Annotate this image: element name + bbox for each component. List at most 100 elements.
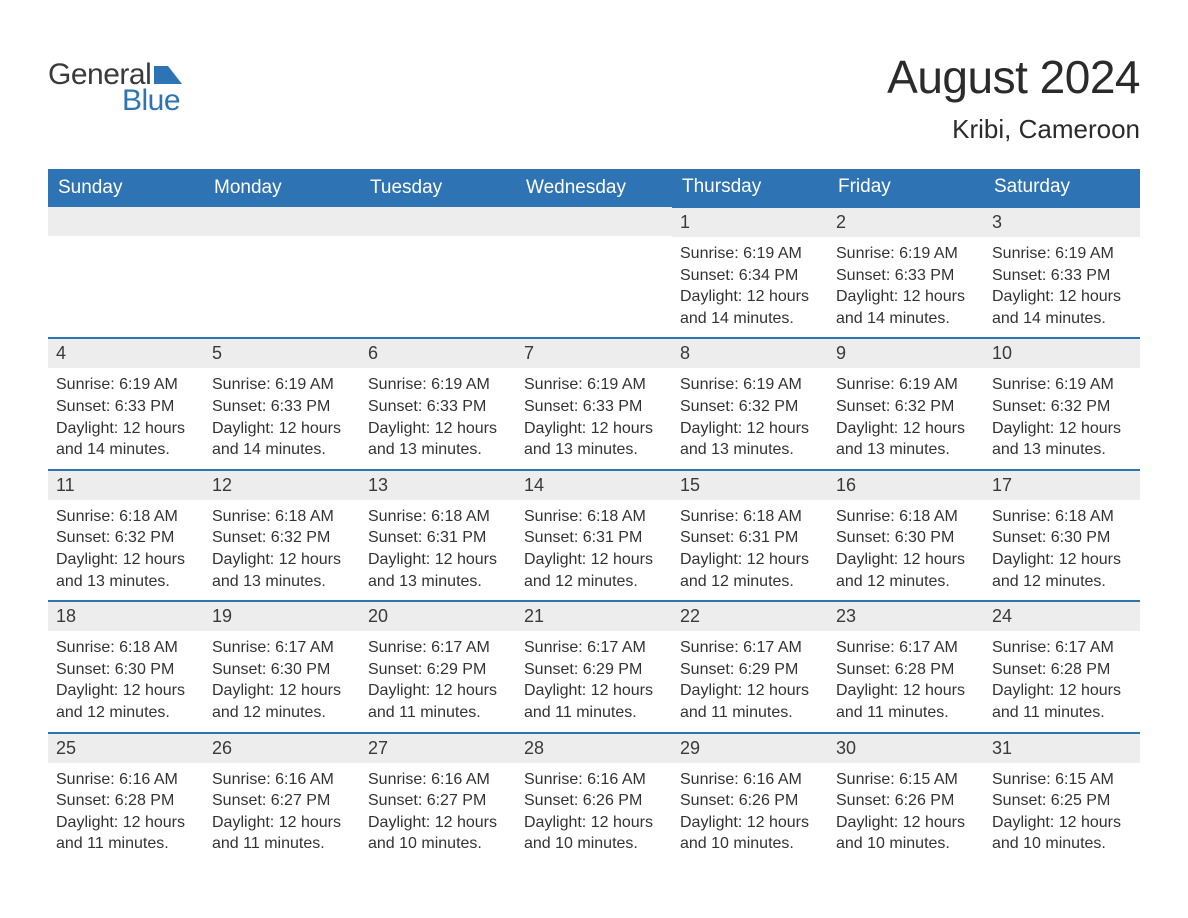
day-number: 6 — [360, 339, 516, 368]
calendar-cell: 26Sunrise: 6:16 AMSunset: 6:27 PMDayligh… — [204, 733, 360, 863]
calendar-week-row: 18Sunrise: 6:18 AMSunset: 6:30 PMDayligh… — [48, 601, 1140, 732]
sunset-line: Sunset: 6:25 PM — [992, 790, 1132, 812]
daylight-line: Daylight: 12 hours and 12 minutes. — [992, 549, 1132, 592]
day-details: Sunrise: 6:19 AMSunset: 6:33 PMDaylight:… — [828, 237, 984, 337]
daylight-line: Daylight: 12 hours and 10 minutes. — [836, 812, 976, 855]
calendar-cell: 21 Sunrise: 6:17 AMSunset: 6:29 PMDayligh… — [516, 601, 672, 732]
day-details: Sunrise: 6:16 AMSunset: 6:28 PMDaylight:… — [48, 763, 204, 863]
daylight-line: Daylight: 12 hours and 11 minutes. — [524, 680, 664, 723]
sunrise-line: Sunrise: 6:15 AM — [992, 769, 1132, 791]
daylight-line: Daylight: 12 hours and 13 minutes. — [368, 549, 508, 592]
daylight-line: Daylight: 12 hours and 13 minutes. — [524, 418, 664, 461]
day-number: 25 — [48, 734, 204, 763]
day-details: Sunrise: 6:15 AMSunset: 6:26 PMDaylight:… — [828, 763, 984, 863]
sunrise-line: Sunrise: 6:17 AM — [524, 637, 664, 659]
sunrise-line: Sunrise: 6:16 AM — [368, 769, 508, 791]
day-details: Sunrise: 6:19 AMSunset: 6:34 PMDaylight:… — [672, 237, 828, 337]
sunset-line: Sunset: 6:29 PM — [680, 659, 820, 681]
sunrise-line: Sunrise: 6:18 AM — [680, 506, 820, 528]
day-details: Sunrise: 6:18 AMSunset: 6:32 PMDaylight:… — [204, 500, 360, 600]
daylight-line: Daylight: 12 hours and 14 minutes. — [992, 286, 1132, 329]
day-details: Sunrise: 6:17 AMSunset: 6:28 PMDaylight:… — [984, 631, 1140, 731]
day-details: Sunrise: 6:19 AMSunset: 6:32 PMDaylight:… — [984, 368, 1140, 468]
calendar-cell: 7Sunrise: 6:19 AMSunset: 6:33 PMDaylight… — [516, 338, 672, 469]
sunrise-line: Sunrise: 6:19 AM — [836, 243, 976, 265]
calendar-cell: 19Sunrise: 6:17 AMSunset: 6:30 PMDayligh… — [204, 601, 360, 732]
day-details: Sunrise: 6:19 AMSunset: 6:32 PMDaylight:… — [672, 368, 828, 468]
sunset-line: Sunset: 6:31 PM — [680, 527, 820, 549]
daylight-line: Daylight: 12 hours and 14 minutes. — [836, 286, 976, 329]
day-number: 15 — [672, 471, 828, 500]
calendar-header: SundayMondayTuesdayWednesdayThursdayFrid… — [48, 169, 1140, 207]
calendar-cell: 13Sunrise: 6:18 AMSunset: 6:31 PMDayligh… — [360, 470, 516, 601]
weekday-header: Monday — [204, 169, 360, 207]
day-number: 18 — [48, 602, 204, 631]
sunset-line: Sunset: 6:32 PM — [212, 527, 352, 549]
title-block: August 2024 Kribi, Cameroon — [887, 50, 1140, 145]
calendar-cell: 6 Sunrise: 6:19 AMSunset: 6:33 PMDaylight… — [360, 338, 516, 469]
day-number: 4 — [48, 339, 204, 368]
weekday-row: SundayMondayTuesdayWednesdayThursdayFrid… — [48, 169, 1140, 207]
daylight-line: Daylight: 12 hours and 12 minutes. — [212, 680, 352, 723]
sunset-line: Sunset: 6:30 PM — [992, 527, 1132, 549]
sunrise-line: Sunrise: 6:18 AM — [56, 506, 196, 528]
day-details: Sunrise: 6:15 AMSunset: 6:25 PMDaylight:… — [984, 763, 1140, 863]
sunset-line: Sunset: 6:31 PM — [524, 527, 664, 549]
sunset-line: Sunset: 6:28 PM — [56, 790, 196, 812]
month-title: August 2024 — [887, 50, 1140, 104]
day-number: 29 — [672, 734, 828, 763]
calendar-cell: 30Sunrise: 6:15 AMSunset: 6:26 PMDayligh… — [828, 733, 984, 863]
sunset-line: Sunset: 6:26 PM — [524, 790, 664, 812]
daylight-line: Daylight: 12 hours and 14 minutes. — [212, 418, 352, 461]
sunset-line: Sunset: 6:33 PM — [836, 265, 976, 287]
day-number: 7 — [516, 339, 672, 368]
day-details: Sunrise: 6:18 AMSunset: 6:30 PMDaylight:… — [828, 500, 984, 600]
day-number-empty — [516, 207, 672, 236]
sunset-line: Sunset: 6:29 PM — [524, 659, 664, 681]
sunset-line: Sunset: 6:33 PM — [56, 396, 196, 418]
day-number: 21 — [516, 602, 672, 631]
daylight-line: Daylight: 12 hours and 10 minutes. — [524, 812, 664, 855]
calendar-cell: 20Sunrise: 6:17 AMSunset: 6:29 PMDayligh… — [360, 601, 516, 732]
daylight-line: Daylight: 12 hours and 13 minutes. — [992, 418, 1132, 461]
calendar-cell: 17Sunrise: 6:18 AMSunset: 6:30 PMDayligh… — [984, 470, 1140, 601]
daylight-line: Daylight: 12 hours and 13 minutes. — [368, 418, 508, 461]
logo-text-blue: Blue — [122, 84, 180, 118]
calendar-cell: 28Sunrise: 6:16 AMSunset: 6:26 PMDayligh… — [516, 733, 672, 863]
calendar-cell: 8Sunrise: 6:19 AMSunset: 6:32 PMDaylight… — [672, 338, 828, 469]
sunrise-line: Sunrise: 6:17 AM — [368, 637, 508, 659]
day-number: 24 — [984, 602, 1140, 631]
daylight-line: Daylight: 12 hours and 13 minutes. — [212, 549, 352, 592]
sunrise-line: Sunrise: 6:17 AM — [212, 637, 352, 659]
day-number: 26 — [204, 734, 360, 763]
calendar-cell: 5Sunrise: 6:19 AMSunset: 6:33 PMDaylight… — [204, 338, 360, 469]
sunrise-line: Sunrise: 6:19 AM — [680, 374, 820, 396]
calendar-cell: 27Sunrise: 6:16 AMSunset: 6:27 PMDayligh… — [360, 733, 516, 863]
daylight-line: Daylight: 12 hours and 13 minutes. — [836, 418, 976, 461]
day-details: Sunrise: 6:19 AMSunset: 6:33 PMDaylight:… — [204, 368, 360, 468]
day-details: Sunrise: 6:17 AMSunset: 6:29 PMDaylight:… — [672, 631, 828, 731]
calendar-cell: 1Sunrise: 6:19 AMSunset: 6:34 PMDaylight… — [672, 207, 828, 338]
calendar-cell: 16Sunrise: 6:18 AMSunset: 6:30 PMDayligh… — [828, 470, 984, 601]
weekday-header: Tuesday — [360, 169, 516, 207]
day-details: Sunrise: 6:16 AMSunset: 6:27 PMDaylight:… — [360, 763, 516, 863]
calendar-week-row: 4Sunrise: 6:19 AMSunset: 6:33 PMDaylight… — [48, 338, 1140, 469]
calendar-cell — [516, 207, 672, 338]
header: General Blue August 2024 Kribi, Cameroon — [48, 50, 1140, 145]
calendar-cell: 25Sunrise: 6:16 AMSunset: 6:28 PMDayligh… — [48, 733, 204, 863]
day-details: Sunrise: 6:17 AMSunset: 6:28 PMDaylight:… — [828, 631, 984, 731]
sunset-line: Sunset: 6:32 PM — [992, 396, 1132, 418]
sunrise-line: Sunrise: 6:19 AM — [680, 243, 820, 265]
location: Kribi, Cameroon — [887, 114, 1140, 145]
day-number: 22 — [672, 602, 828, 631]
sunrise-line: Sunrise: 6:19 AM — [368, 374, 508, 396]
day-details: Sunrise: 6:16 AMSunset: 6:26 PMDaylight:… — [672, 763, 828, 863]
sunset-line: Sunset: 6:33 PM — [368, 396, 508, 418]
sunset-line: Sunset: 6:28 PM — [992, 659, 1132, 681]
calendar-week-row: 25Sunrise: 6:16 AMSunset: 6:28 PMDayligh… — [48, 733, 1140, 863]
day-number: 19 — [204, 602, 360, 631]
calendar-cell: 12Sunrise: 6:18 AMSunset: 6:32 PMDayligh… — [204, 470, 360, 601]
daylight-line: Daylight: 12 hours and 13 minutes. — [680, 418, 820, 461]
sunrise-line: Sunrise: 6:18 AM — [56, 637, 196, 659]
daylight-line: Daylight: 12 hours and 11 minutes. — [212, 812, 352, 855]
